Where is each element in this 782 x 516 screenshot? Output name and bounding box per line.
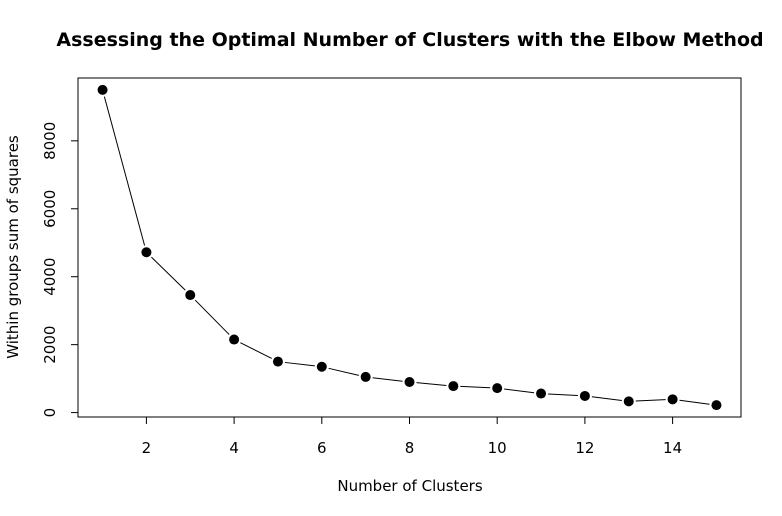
y-tick-label: 2000 [41, 326, 59, 364]
x-tick-label: 8 [405, 439, 415, 457]
data-point [185, 290, 196, 301]
x-axis-label: Number of Clusters [337, 477, 482, 495]
y-tick-label: 8000 [41, 122, 59, 160]
data-point [667, 394, 678, 405]
data-point [316, 361, 327, 372]
x-tick-label: 14 [663, 439, 682, 457]
data-point [623, 396, 634, 407]
data-point [141, 247, 152, 258]
data-point [229, 334, 240, 345]
y-tick-label: 6000 [41, 190, 59, 228]
y-axis-label: Within groups sum of squares [4, 135, 22, 359]
data-point [360, 371, 371, 382]
series-line-segment [416, 382, 447, 386]
data-point [97, 84, 108, 95]
series-layer [97, 84, 722, 411]
series-line-segment [591, 396, 622, 402]
x-tick-label: 6 [317, 439, 327, 457]
data-point [579, 390, 590, 401]
y-tick-label: 0 [41, 408, 59, 418]
data-point [711, 400, 722, 411]
series-line-segment [194, 299, 230, 335]
x-axis: 2 4 6 8 10 12 14 [142, 416, 682, 457]
data-point [536, 388, 547, 399]
series-line-segment [372, 377, 403, 382]
x-tick-label: 4 [229, 439, 239, 457]
series-line-segment [548, 393, 578, 397]
series-line-segment [504, 388, 535, 394]
series-line-segment [635, 399, 666, 402]
y-axis: 0 2000 4000 6000 8000 [41, 122, 79, 418]
data-point [492, 383, 503, 394]
y-tick-label: 4000 [41, 258, 59, 296]
series-line-segment [284, 361, 315, 367]
series-line-segment [151, 256, 186, 291]
x-tick-label: 10 [488, 439, 507, 457]
x-tick-label: 12 [575, 439, 594, 457]
data-point [404, 377, 415, 388]
series-line-segment [460, 385, 491, 389]
chart-title: Assessing the Optimal Number of Clusters… [56, 29, 763, 51]
series-line-segment [679, 399, 710, 405]
x-tick-label: 2 [142, 439, 152, 457]
series-line-segment [103, 96, 146, 246]
series-line-segment [240, 342, 272, 359]
data-point [448, 381, 459, 392]
data-point [272, 356, 283, 367]
series-line-segment [328, 367, 359, 376]
plot-frame [77, 77, 742, 418]
